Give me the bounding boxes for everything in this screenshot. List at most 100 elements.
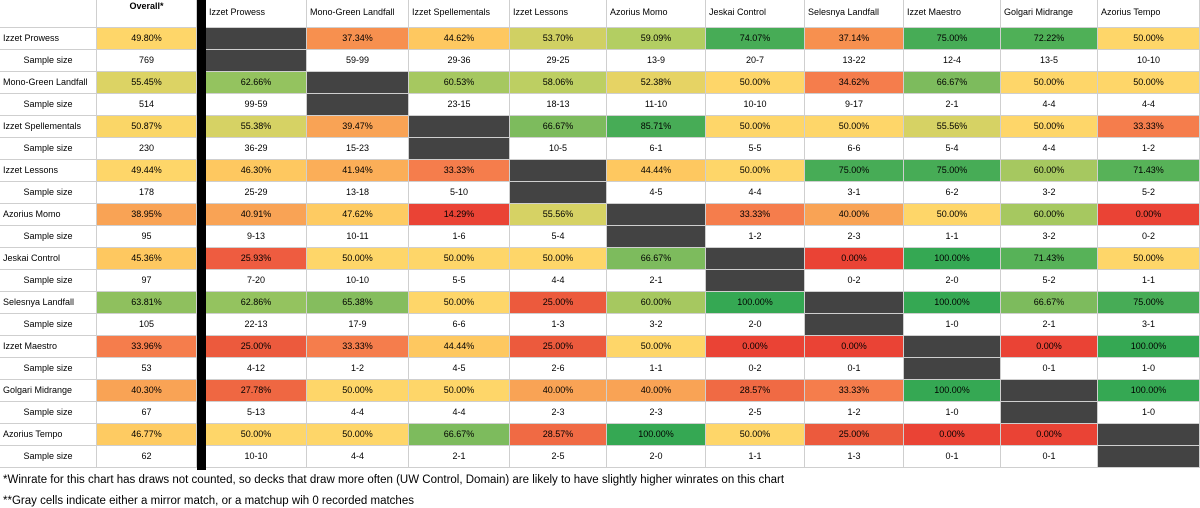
matchup-record: 0-1	[1001, 446, 1098, 468]
matchup-record: 6-6	[409, 314, 510, 336]
matchup-winrate: 50.00%	[706, 160, 805, 182]
matchup-record: 4-5	[409, 358, 510, 380]
gray-matchup-cell	[510, 182, 607, 204]
matchup-winrate: 60.00%	[1001, 160, 1098, 182]
matchup-record: 2-0	[706, 314, 805, 336]
matchup-winrate: 28.57%	[510, 424, 607, 446]
matchup-record: 1-3	[805, 446, 904, 468]
matchup-record: 0-2	[706, 358, 805, 380]
gray-matchup-cell	[805, 292, 904, 314]
matchup-winrate: 50.00%	[307, 248, 409, 270]
gray-matchup-cell	[206, 50, 307, 72]
overall-winrate: 45.36%	[97, 248, 197, 270]
matchup-winrate: 50.00%	[706, 72, 805, 94]
matchup-winrate: 50.00%	[1098, 248, 1200, 270]
matchup-winrate: 40.00%	[607, 380, 706, 402]
matchup-record: 1-0	[904, 402, 1001, 424]
matchup-record: 1-2	[805, 402, 904, 424]
matchup-record: 4-4	[1098, 94, 1200, 116]
gray-matchup-cell	[607, 226, 706, 248]
overall-winrate: 49.80%	[97, 28, 197, 50]
column-header: Selesnya Landfall	[805, 0, 904, 28]
matchup-winrate: 50.00%	[307, 424, 409, 446]
overall-sample-size: 97	[97, 270, 197, 292]
matchup-winrate: 47.62%	[307, 204, 409, 226]
row-deck-name: Izzet Spellementals	[0, 116, 97, 138]
row-deck-name: Izzet Maestro	[0, 336, 97, 358]
matchup-record: 4-4	[307, 402, 409, 424]
matchup-record: 3-1	[805, 182, 904, 204]
matchup-record: 1-1	[607, 358, 706, 380]
matchup-record: 10-5	[510, 138, 607, 160]
matchup-winrate: 75.00%	[1098, 292, 1200, 314]
matchup-winrate: 71.43%	[1001, 248, 1098, 270]
matchup-winrate: 33.33%	[706, 204, 805, 226]
matchup-winrate: 0.00%	[1001, 336, 1098, 358]
matchup-winrate: 50.00%	[1098, 28, 1200, 50]
sample-size-label: Sample size	[0, 402, 97, 424]
matchup-record: 6-2	[904, 182, 1001, 204]
gray-matchup-cell	[307, 94, 409, 116]
gray-matchup-cell	[1098, 446, 1200, 468]
overall-sample-size: 769	[97, 50, 197, 72]
matchup-record: 2-0	[607, 446, 706, 468]
overall-winrate: 46.77%	[97, 424, 197, 446]
gray-matchup-cell	[1001, 380, 1098, 402]
matchup-record: 2-1	[904, 94, 1001, 116]
matchup-record: 15-23	[307, 138, 409, 160]
sample-size-label: Sample size	[0, 226, 97, 248]
matchup-record: 2-3	[510, 402, 607, 424]
matchup-winrate: 59.09%	[607, 28, 706, 50]
matchup-record: 1-0	[904, 314, 1001, 336]
matchup-record: 20-7	[706, 50, 805, 72]
matchup-record: 4-4	[1001, 138, 1098, 160]
column-header: Izzet Lessons	[510, 0, 607, 28]
matchup-winrate: 44.44%	[409, 336, 510, 358]
matchup-record: 5-2	[1098, 182, 1200, 204]
row-deck-name: Azorius Tempo	[0, 424, 97, 446]
matchup-record: 3-2	[607, 314, 706, 336]
matchup-winrate: 75.00%	[805, 160, 904, 182]
overall-winrate: 38.95%	[97, 204, 197, 226]
gray-matchup-cell	[805, 314, 904, 336]
matchup-winrate: 34.62%	[805, 72, 904, 94]
matchup-winrate: 100.00%	[904, 292, 1001, 314]
footnote-gray-cells: **Gray cells indicate either a mirror ma…	[3, 495, 414, 507]
matchup-winrate: 50.00%	[510, 248, 607, 270]
matchup-winrate: 0.00%	[706, 336, 805, 358]
matchup-record: 4-4	[510, 270, 607, 292]
matchup-winrate: 66.67%	[1001, 292, 1098, 314]
matchup-record: 5-2	[1001, 270, 1098, 292]
matchup-record: 22-13	[206, 314, 307, 336]
matchup-record: 3-2	[1001, 182, 1098, 204]
matchup-record: 0-1	[1001, 358, 1098, 380]
row-deck-name: Selesnya Landfall	[0, 292, 97, 314]
overall-winrate: 40.30%	[97, 380, 197, 402]
matchup-record: 11-10	[607, 94, 706, 116]
matchup-winrate: 50.00%	[706, 116, 805, 138]
matchup-winrate: 62.66%	[206, 72, 307, 94]
overall-sample-size: 62	[97, 446, 197, 468]
row-deck-name: Azorius Momo	[0, 204, 97, 226]
matchup-record: 3-2	[1001, 226, 1098, 248]
matchup-winrate: 75.00%	[904, 28, 1001, 50]
matchup-winrate: 71.43%	[1098, 160, 1200, 182]
matchup-record: 29-25	[510, 50, 607, 72]
matchup-winrate: 0.00%	[805, 248, 904, 270]
matchup-winrate: 0.00%	[1001, 424, 1098, 446]
matchup-record: 5-5	[409, 270, 510, 292]
matchup-record: 1-0	[1098, 358, 1200, 380]
matchup-record: 6-6	[805, 138, 904, 160]
matchup-record: 13-9	[607, 50, 706, 72]
gray-matchup-cell	[510, 160, 607, 182]
matchup-record: 2-3	[805, 226, 904, 248]
matchup-winrate: 27.78%	[206, 380, 307, 402]
matchup-winrate: 100.00%	[904, 380, 1001, 402]
matchup-record: 18-13	[510, 94, 607, 116]
column-header: Jeskai Control	[706, 0, 805, 28]
matchup-winrate: 50.00%	[904, 204, 1001, 226]
gray-matchup-cell	[1001, 402, 1098, 424]
matchup-record: 1-2	[307, 358, 409, 380]
overall-winrate: 50.87%	[97, 116, 197, 138]
matchup-winrate: 37.34%	[307, 28, 409, 50]
